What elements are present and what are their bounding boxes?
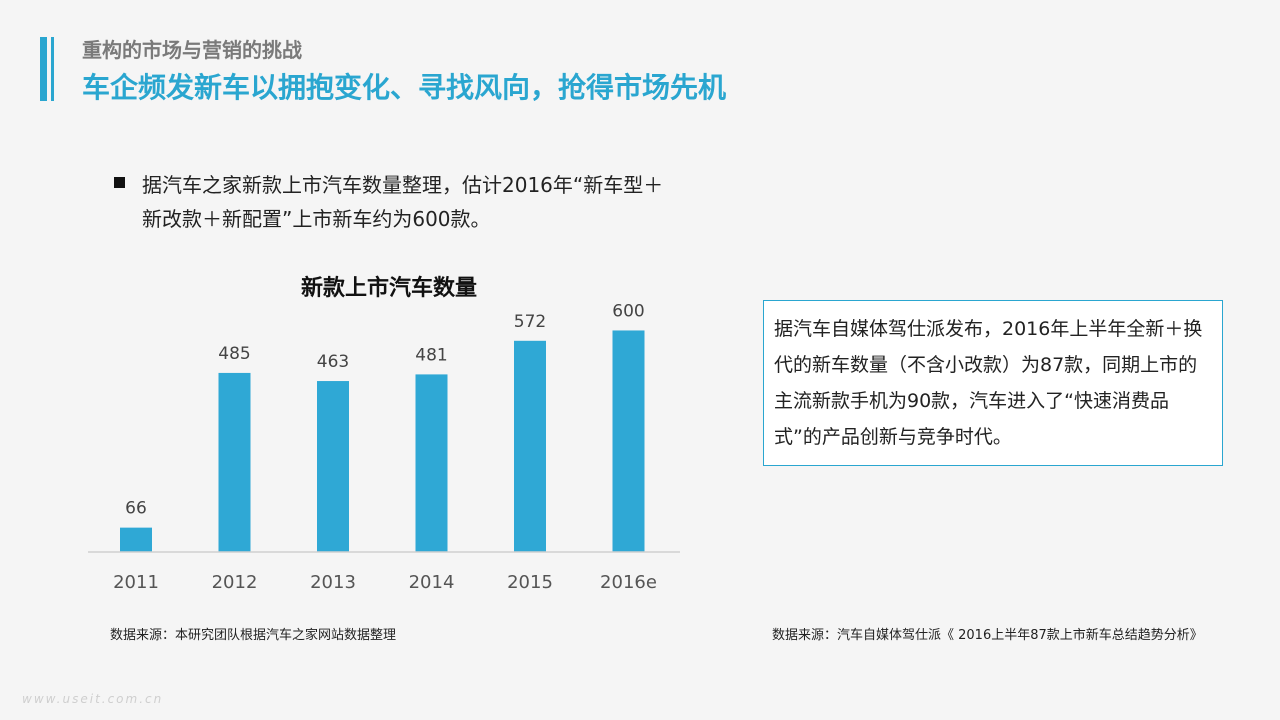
value-label-2012: 485 [218,344,250,364]
bars-group [120,330,645,552]
bullet-square-icon [114,177,125,188]
bar-2016e [612,330,645,552]
source-left: 数据来源：本研究团队根据汽车之家网站数据整理 [110,628,397,643]
tick-label-2012: 2012 [212,572,258,593]
bar-2013 [317,381,349,552]
info-box: 据汽车自媒体驾仕派发布，2016年上半年全新＋换代的新车数量（不含小改款）为87… [763,300,1223,466]
value-label-2013: 463 [317,352,349,372]
tick-label-2014: 2014 [409,572,455,593]
bar-2011 [120,527,152,552]
tick-label-2015: 2015 [507,572,553,593]
bar-2012 [218,372,251,552]
bar-2015 [514,340,546,552]
watermark: www.useit.com.cn [22,692,164,706]
value-label-2014: 481 [415,345,447,365]
tick-label-2013: 2013 [310,572,356,593]
accent-bar-thick [40,37,47,101]
bullet-text: 据汽车之家新款上市汽车数量整理，估计2016年“新车型＋新改款＋新配置”上市新车… [142,173,664,231]
value-labels-group: 66 485 463 481 572 600 [125,301,645,518]
page-title: 车企频发新车以拥抱变化、寻找风向，抢得市场先机 [82,71,727,104]
tick-label-2016e: 2016e [600,572,657,593]
value-label-2015: 572 [514,312,546,332]
value-label-2016e: 600 [612,301,644,321]
accent-bar-thin [51,37,54,101]
source-right: 数据来源：汽车自媒体驾仕派《 2016上半年87款上市新车总结趋势分析》 [772,628,1203,643]
value-label-2011: 66 [125,499,147,519]
section-title: 重构的市场与营销的挑战 [82,38,302,62]
tick-labels-group: 2011 2012 2013 2014 2015 2016e [113,572,657,593]
chart-title: 新款上市汽车数量 [301,275,477,301]
bar-2014 [415,374,448,552]
tick-label-2011: 2011 [113,572,159,593]
